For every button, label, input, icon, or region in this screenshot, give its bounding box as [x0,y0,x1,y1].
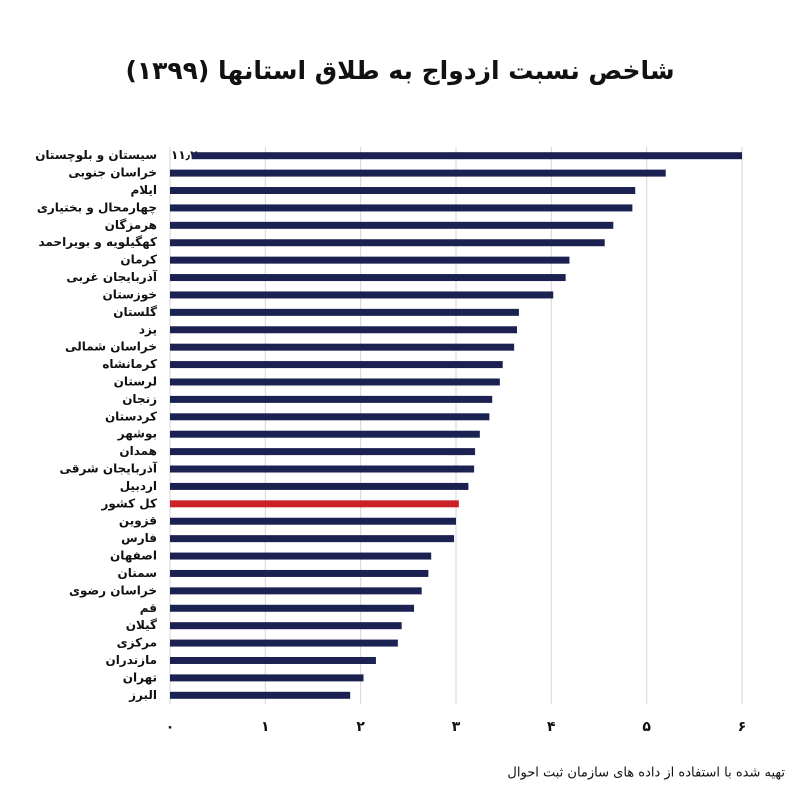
y-tick-label: البرز [128,688,157,702]
bar [170,691,351,699]
x-tick-label: ۶ [738,719,747,735]
bar [170,239,605,247]
bar [170,169,666,177]
bar [170,465,475,473]
bar [170,187,636,195]
y-tick-label: قزوین [119,514,157,529]
y-tick-label: چهارمحال و بختیاری [37,200,157,215]
bar [170,656,376,664]
y-tick-label: کرمانشاه [102,357,157,371]
bar [170,221,614,229]
y-tick-label: کل کشور [101,496,158,511]
y-tick-label: کردستان [105,409,157,423]
y-tick-label: مرکزی [117,636,157,650]
y-tick-label: کهگیلویه و بویراحمد [38,235,157,250]
y-tick-label: بوشهر [117,427,157,442]
bar [170,535,455,543]
y-tick-label: فارس [121,531,157,545]
y-tick-label: اردبیل [120,479,157,493]
x-tick-label: ۱ [261,719,270,735]
y-tick-label: اصفهان [110,549,157,563]
bar [170,500,459,508]
y-tick-label: یزد [139,322,157,336]
bar [170,639,398,647]
y-tick-label: گلستان [113,305,157,319]
y-tick-label: خوزستان [102,287,157,302]
bar [170,256,570,264]
y-tick-label: آذربایجان غربی [66,269,157,284]
x-tick-label: ۰ [166,719,175,735]
bar [170,569,429,577]
bar [170,308,519,316]
bar [170,587,422,595]
bar [170,604,415,612]
bar [170,622,402,630]
y-tick-label: خراسان رضوی [69,583,157,598]
bar [192,152,742,160]
chart-title: شاخص نسبت ازدواج به طلاق استانها (۱۳۹۹) [125,56,674,86]
bar [170,482,469,490]
y-tick-label: سیستان و بلوچستان [35,148,157,163]
y-tick-label: آذربایجان شرقی [59,461,157,476]
y-tick-label: خراسان جنوبی [68,166,157,181]
bar [170,395,493,403]
y-tick-label: مازندران [105,653,157,667]
y-tick-label: زنجان [122,392,157,406]
y-tick-label: ایلام [130,183,157,198]
x-tick-label: ۲ [356,719,365,735]
bar [170,378,500,386]
bar [170,204,633,212]
bar [170,326,518,334]
y-tick-label: لرستان [114,374,157,388]
x-tick-label: ۴ [547,719,556,735]
bar [170,413,490,421]
y-tick-label: همدان [119,444,157,458]
bar [170,674,364,682]
y-tick-label: خراسان شمالی [65,340,157,354]
y-tick-label: گیلان [126,618,157,632]
bar [170,448,476,456]
y-tick-label: قم [140,601,157,615]
bar [170,361,503,369]
y-tick-label: هرمزگان [105,218,157,232]
y-tick-label: تهران [123,670,157,684]
bar [170,552,432,560]
x-tick-label: ۵ [642,719,651,735]
source-note: تهیه شده با استفاده از داده های سازمان ث… [507,766,785,781]
value-label: ۱۱٫۲ [171,148,198,162]
bar [170,274,566,282]
bar [170,291,554,299]
y-tick-label: سمنان [118,566,158,580]
bar [170,343,515,351]
bar [170,430,480,438]
x-tick-label: ۳ [452,719,461,735]
y-tick-label: کرمان [120,253,157,267]
bar [170,517,456,525]
